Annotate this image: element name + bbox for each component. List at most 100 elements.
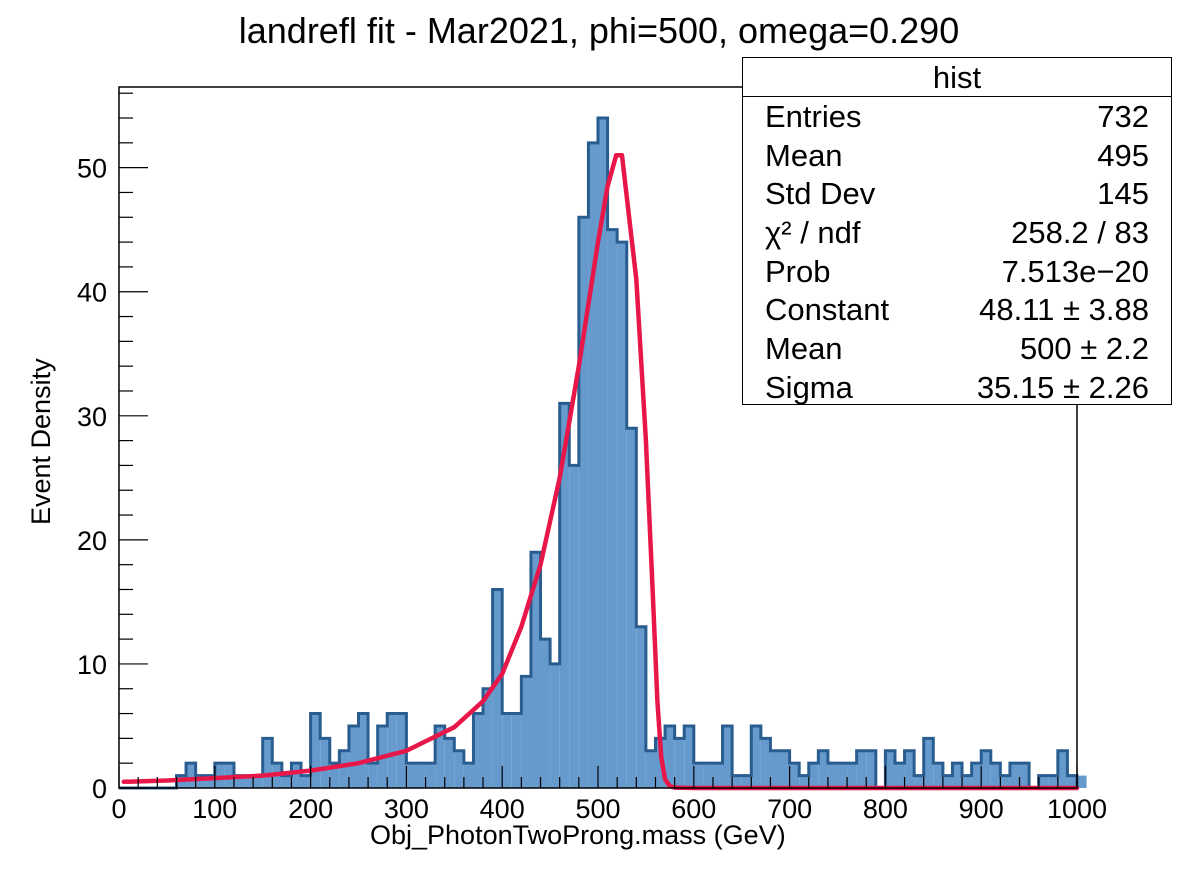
histogram-bar [789,763,800,788]
histogram-outline [119,116,1079,790]
stats-rows: Entries 732 Mean 495 Std Dev 145 χ² / ndf 258.2… [743,97,1171,407]
histogram-bar [205,775,215,788]
stats-value: 35.15 ± 2.26 [976,369,1149,405]
histogram-bar [320,738,330,788]
x-tick-label: 0 [111,794,126,824]
stats-row: Std Dev 145 [743,174,1171,213]
chart-title: landrefl fit - Mar2021, phi=500, omega=0… [238,10,960,51]
histogram-bar [233,775,244,788]
histogram-bar [463,763,474,788]
histogram-bar [971,763,982,788]
y-tick-label: 30 [77,402,107,432]
stats-row: Mean 500 ± 2.2 [743,329,1171,368]
x-axis-title: Obj_PhotonTwoProng.mass (GeV) [370,820,786,850]
histogram-bar [626,428,637,788]
histogram-bar [473,713,484,788]
histogram-bar [780,750,790,788]
histogram-bar [856,750,867,788]
histogram-bar [1019,763,1030,788]
stats-row: Constant 48.11 ± 3.88 [743,290,1171,329]
histogram-bar [301,775,311,788]
histogram-bar [578,217,589,788]
histogram-bar [885,750,895,788]
histogram-bar [818,750,828,788]
histogram-bar [799,775,809,788]
histogram-bar [559,403,570,788]
x-tick-label: 700 [767,794,812,824]
histogram-bar [262,738,273,788]
stats-row: Sigma 35.15 ± 2.26 [743,368,1171,407]
histogram-bar [425,763,436,788]
histogram-bar [540,639,551,788]
histogram-bar [847,763,857,788]
y-tick-label: 0 [92,774,107,804]
histogram-bar [665,725,675,788]
stats-value: 7.513e−20 [1001,253,1149,289]
histogram-bar [368,763,378,788]
stats-row: Mean 495 [743,136,1171,175]
histogram-bar [760,738,771,788]
stats-key: Sigma [765,369,853,405]
histogram-bar [636,626,646,788]
histogram-bar [387,713,397,788]
histogram-bar [186,763,196,788]
histogram-bar [942,775,953,788]
histogram-bar [243,775,254,788]
histogram-bar [607,229,618,789]
stats-value: 48.11 ± 3.88 [979,292,1149,328]
histogram-bar [406,763,416,788]
histogram-bar [1057,750,1068,788]
y-tick-label: 20 [77,526,107,556]
histogram-bar [598,118,608,788]
histogram-bar [962,775,972,788]
histogram-bar [1077,775,1087,788]
histogram-bar [415,763,426,788]
histogram-bar [502,713,512,788]
y-axis-title: Event Density [26,358,56,525]
histogram-bar [751,725,761,788]
histogram-bar [837,763,848,788]
x-tick-label: 800 [863,794,908,824]
x-tick-label: 600 [671,794,716,824]
histogram-bar [732,775,742,788]
histogram-bar [521,676,531,788]
histogram-bar [310,713,321,788]
histogram-bar [291,763,302,788]
stats-value: 732 [1097,99,1149,134]
histogram-bar [358,713,369,788]
histogram-bar [990,763,1001,788]
y-tick-label: 10 [77,650,107,680]
stats-box-title: hist [743,58,1171,97]
histogram-bar [1067,775,1077,788]
histogram-bar [281,775,292,788]
histogram-bar [444,738,455,788]
stats-key: Entries [765,99,862,134]
histogram-bar [645,750,656,788]
histogram-bar [569,465,579,788]
axes-layer: 0 100 200 300 400 500 600 700 800 900 1000 0 10 20 30 4… [77,86,1107,824]
histogram-bar [808,763,819,788]
stats-key: χ² / ndf [765,215,861,251]
histogram-bar [904,750,915,788]
histogram-bar [195,775,206,788]
x-tick-label: 400 [480,794,525,824]
histogram-bar [550,663,560,788]
x-tick-label: 1000 [1047,794,1107,824]
histogram-bar [770,750,781,788]
histogram-bar [435,725,445,788]
histogram-bar [827,763,838,788]
stats-key: Std Dev [765,176,876,212]
stats-row: Prob 7.513e−20 [743,252,1171,291]
stats-key: Mean [765,137,843,173]
histogram-bar [693,763,704,788]
histogram-bar [1038,775,1049,788]
histogram-bar [492,589,503,788]
stats-value: 258.2 / 83 [1011,215,1149,251]
histogram-bar [348,725,359,788]
histogram-bar [454,750,464,788]
histogram-bar [722,725,733,788]
x-tick-label: 900 [959,794,1004,824]
y-tick-label: 40 [77,278,107,308]
stats-value: 500 ± 2.2 [1019,331,1149,367]
